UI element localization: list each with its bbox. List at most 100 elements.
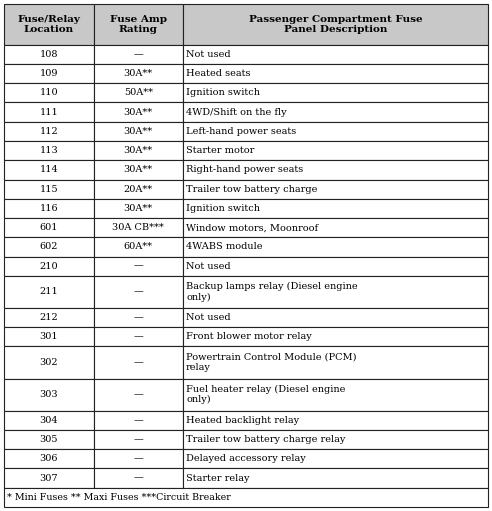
Bar [183, 179, 488, 199]
Text: Fuse Amp
Rating: Fuse Amp Rating [110, 15, 167, 34]
Text: Ignition switch: Ignition switch [186, 204, 260, 213]
Text: Front blower motor relay: Front blower motor relay [186, 332, 312, 341]
Bar [93, 179, 183, 199]
Bar [4, 237, 93, 257]
Bar [183, 141, 488, 160]
Text: —: — [133, 287, 143, 296]
Bar [183, 103, 488, 122]
Text: Fuel heater relay (Diesel engine
only): Fuel heater relay (Diesel engine only) [186, 385, 345, 405]
Text: 50A**: 50A** [124, 88, 153, 97]
Text: 212: 212 [39, 313, 58, 322]
Text: —: — [133, 50, 143, 59]
Bar [4, 449, 93, 469]
Text: Heated backlight relay: Heated backlight relay [186, 416, 299, 425]
Bar [183, 44, 488, 64]
Bar [4, 346, 93, 379]
Text: 20A**: 20A** [124, 184, 153, 194]
Bar [93, 237, 183, 257]
Bar [183, 346, 488, 379]
Text: Delayed accessory relay: Delayed accessory relay [186, 454, 306, 463]
Text: —: — [133, 454, 143, 463]
Text: 304: 304 [39, 416, 58, 425]
Bar [183, 308, 488, 327]
Bar [183, 237, 488, 257]
Bar [93, 449, 183, 469]
Bar [93, 4, 183, 44]
Bar [93, 327, 183, 346]
Bar [4, 103, 93, 122]
Bar [4, 179, 93, 199]
Bar [93, 218, 183, 237]
Text: Not used: Not used [186, 262, 231, 271]
Text: 109: 109 [39, 69, 58, 78]
Text: Heated seats: Heated seats [186, 69, 250, 78]
Text: Passenger Compartment Fuse
Panel Description: Passenger Compartment Fuse Panel Descrip… [249, 15, 422, 34]
Text: —: — [133, 435, 143, 444]
Text: 30A**: 30A** [124, 108, 153, 117]
Bar [93, 257, 183, 276]
Bar [183, 160, 488, 179]
Text: —: — [133, 390, 143, 399]
Bar [183, 4, 488, 44]
Text: Window motors, Moonroof: Window motors, Moonroof [186, 223, 318, 232]
Text: —: — [133, 313, 143, 322]
Text: 108: 108 [39, 50, 58, 59]
Bar [183, 449, 488, 469]
Text: 30A CB***: 30A CB*** [113, 223, 164, 232]
Text: 30A**: 30A** [124, 69, 153, 78]
Bar [93, 122, 183, 141]
Bar [93, 276, 183, 308]
Bar [183, 276, 488, 308]
Bar [4, 122, 93, 141]
Bar [4, 430, 93, 449]
Text: 111: 111 [39, 108, 58, 117]
Text: Powertrain Control Module (PCM)
relay: Powertrain Control Module (PCM) relay [186, 353, 357, 372]
Text: Not used: Not used [186, 50, 231, 59]
Text: 302: 302 [39, 358, 58, 367]
Bar [4, 199, 93, 218]
Text: 116: 116 [39, 204, 58, 213]
Bar [4, 276, 93, 308]
Bar [93, 308, 183, 327]
Text: 210: 210 [39, 262, 58, 271]
Text: 4WD/Shift on the fly: 4WD/Shift on the fly [186, 108, 287, 117]
Text: Right-hand power seats: Right-hand power seats [186, 166, 304, 174]
Text: 112: 112 [39, 127, 58, 136]
Bar [4, 141, 93, 160]
Bar [183, 83, 488, 103]
Text: Left-hand power seats: Left-hand power seats [186, 127, 296, 136]
Text: —: — [133, 262, 143, 271]
Bar [93, 160, 183, 179]
Text: * Mini Fuses ** Maxi Fuses ***Circuit Breaker: * Mini Fuses ** Maxi Fuses ***Circuit Br… [7, 493, 231, 502]
Bar [93, 83, 183, 103]
Bar [93, 469, 183, 487]
Bar [4, 4, 93, 44]
Text: —: — [133, 332, 143, 341]
Bar [183, 218, 488, 237]
Text: —: — [133, 358, 143, 367]
Bar [183, 379, 488, 411]
Bar [93, 379, 183, 411]
Bar [4, 469, 93, 487]
Text: Starter relay: Starter relay [186, 474, 249, 482]
Bar [93, 199, 183, 218]
Text: 115: 115 [39, 184, 58, 194]
Text: —: — [133, 416, 143, 425]
Text: Fuse/Relay
Location: Fuse/Relay Location [17, 15, 80, 34]
Text: 305: 305 [39, 435, 58, 444]
Bar [93, 103, 183, 122]
Text: 4WABS module: 4WABS module [186, 242, 263, 251]
Text: 113: 113 [39, 146, 58, 155]
Bar [4, 379, 93, 411]
Bar [4, 83, 93, 103]
Text: 30A**: 30A** [124, 204, 153, 213]
Bar [183, 257, 488, 276]
Bar [4, 160, 93, 179]
Text: Trailer tow battery charge relay: Trailer tow battery charge relay [186, 435, 345, 444]
Text: 30A**: 30A** [124, 127, 153, 136]
Text: 303: 303 [39, 390, 58, 399]
Text: —: — [133, 474, 143, 482]
Bar [93, 44, 183, 64]
Bar [4, 64, 93, 83]
Bar [183, 430, 488, 449]
